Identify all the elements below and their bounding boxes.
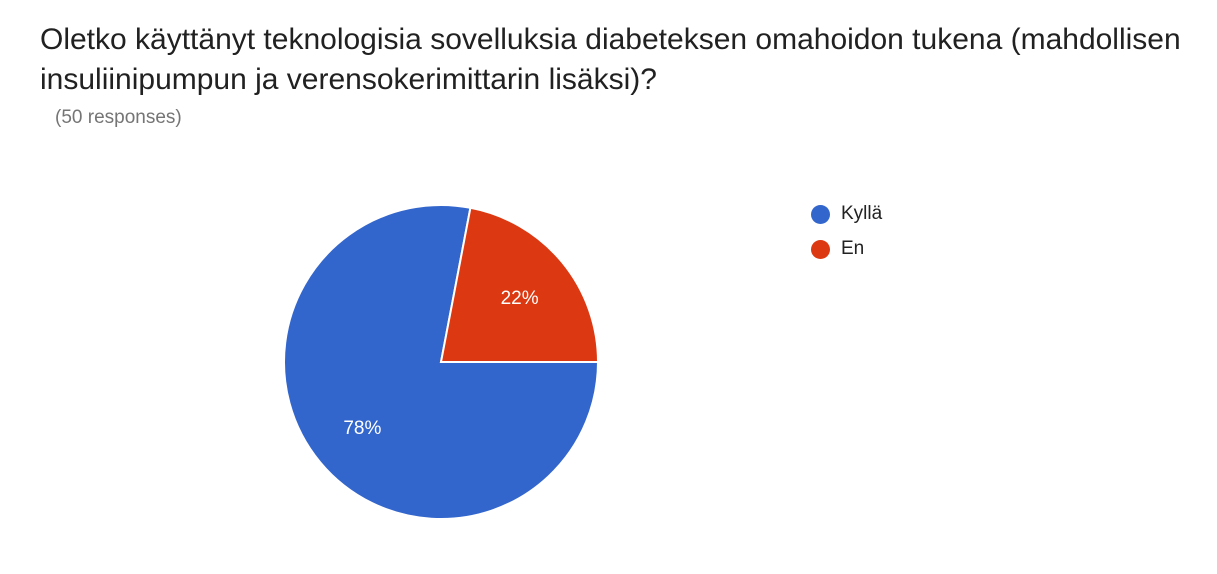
chart-legend: Kyllä En — [811, 202, 882, 272]
pie-slice-label-en: 22% — [501, 288, 539, 309]
response-count: (50 responses) — [55, 107, 182, 128]
legend-label-kylla: Kyllä — [841, 203, 883, 224]
pie-slice-label-kylla: 78% — [343, 418, 381, 439]
legend-swatch-en — [811, 239, 830, 259]
pie-slice-en[interactable] — [439, 206, 600, 363]
legend-item-kylla[interactable]: Kyllä — [811, 202, 882, 226]
legend-label-en: En — [841, 238, 865, 259]
pie-slice-kylla[interactable] — [283, 204, 600, 520]
legend-swatch-kylla — [811, 204, 830, 224]
question-title: Oletko käyttänyt teknologisia sovelluksi… — [40, 23, 1181, 96]
legend-item-en[interactable]: En — [811, 237, 882, 261]
